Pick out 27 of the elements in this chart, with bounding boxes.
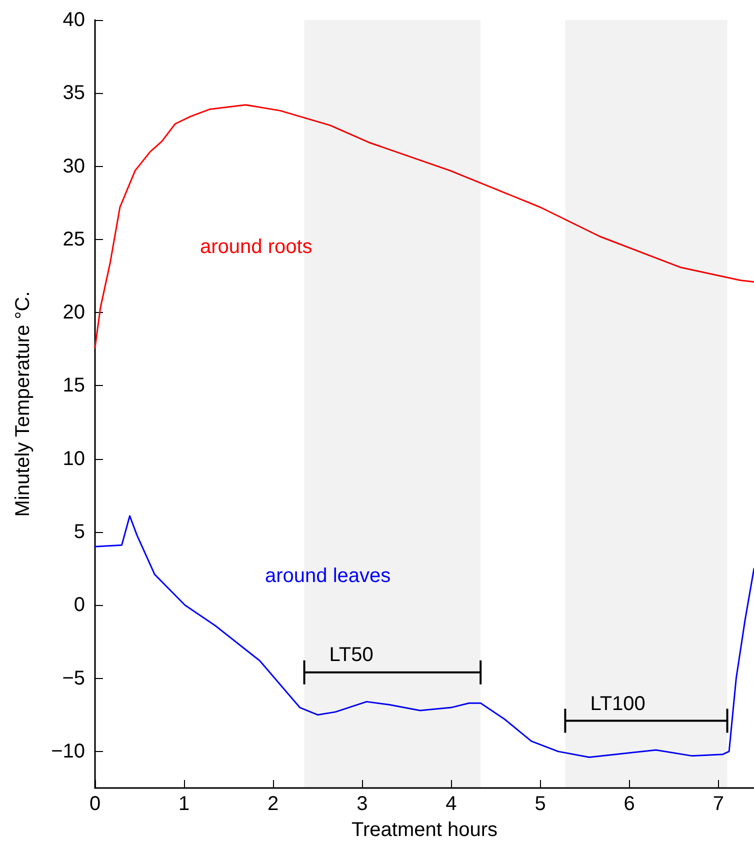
x-axis-title: Treatment hours	[352, 819, 498, 841]
y-tick-label: 0	[74, 594, 85, 616]
y-tick-label: 10	[62, 448, 85, 470]
y-tick-label: 30	[62, 155, 85, 178]
y-tick-label: 35	[62, 82, 85, 104]
y-tick-label: −5	[62, 667, 85, 690]
x-tick-label: 1	[178, 793, 190, 815]
x-tick-label: 2	[268, 793, 279, 815]
y-tick-label: 20	[62, 302, 85, 324]
y-axis-title: Minutely Temperature °C.	[12, 291, 34, 517]
x-tick-label: 0	[89, 793, 101, 815]
x-tick-label: 4	[446, 793, 457, 815]
line-series	[94, 515, 754, 758]
x-tick-label: 6	[624, 793, 635, 815]
y-tick-label: −10	[51, 740, 85, 762]
line-series	[94, 104, 754, 348]
x-tick-label: 5	[534, 793, 546, 815]
band-label: LT50	[329, 644, 374, 668]
y-tick-label: 15	[62, 374, 85, 397]
band-label: LT100	[590, 692, 646, 716]
text: around leaves	[265, 565, 391, 588]
y-tick-label: 25	[62, 228, 85, 250]
y-tick-label: 40	[62, 9, 85, 31]
x-tick-label: 7	[712, 793, 724, 815]
x-tick-label: 3	[356, 793, 368, 815]
text: around roots	[200, 236, 312, 259]
y-tick-label: 5	[74, 521, 85, 543]
